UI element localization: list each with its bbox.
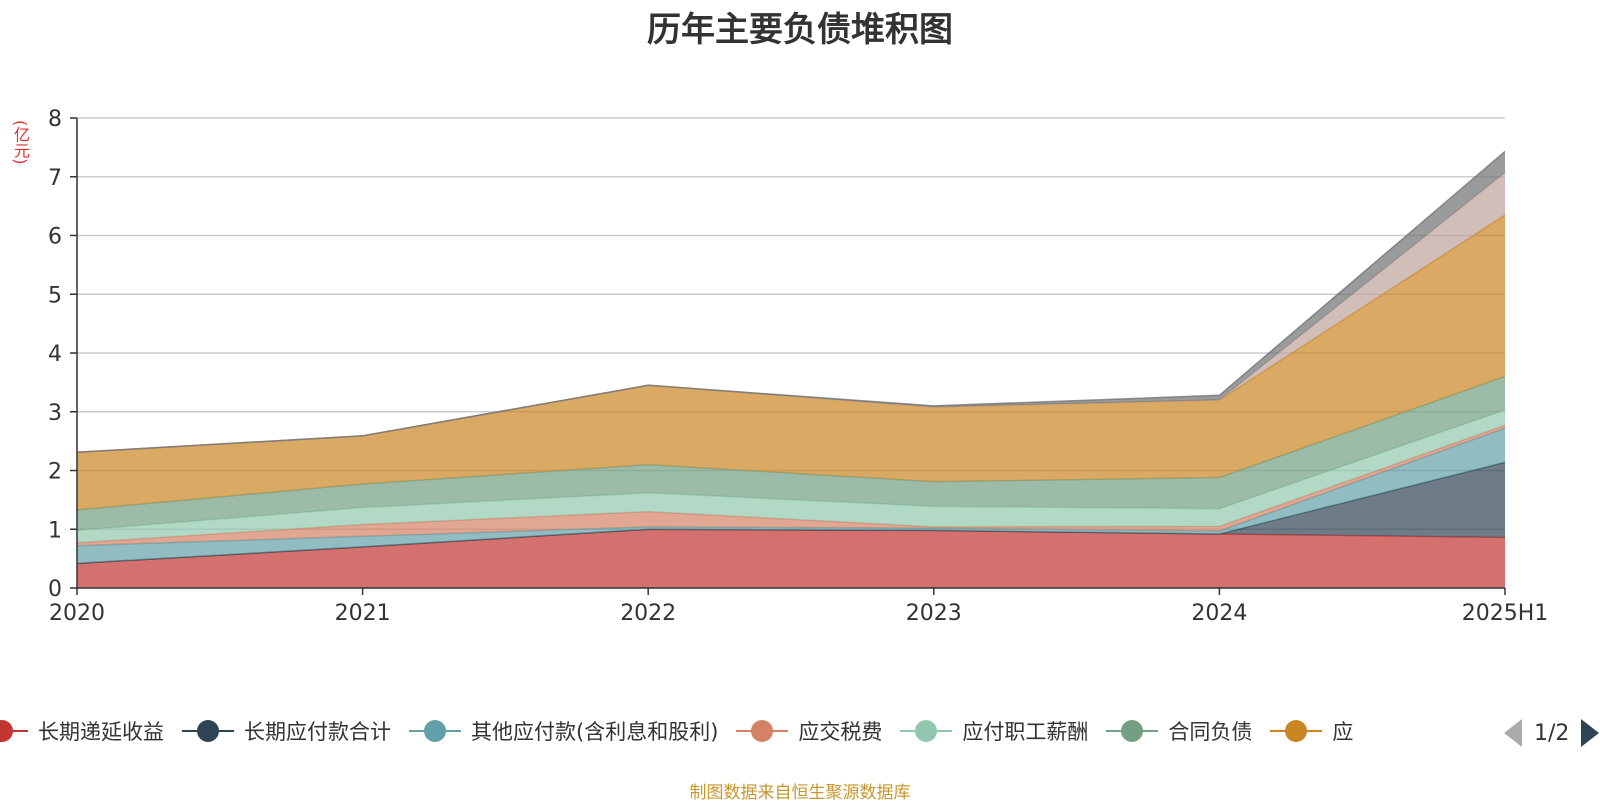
x-tick-label: 2022 <box>620 601 676 626</box>
y-tick-label: 3 <box>48 401 62 426</box>
legend-item[interactable]: 应 <box>1270 714 1353 748</box>
x-tick-label: 2021 <box>335 601 391 626</box>
legend-item[interactable]: 合同负债 <box>1106 714 1252 748</box>
x-tick-label: 2025H1 <box>1462 601 1549 626</box>
legend-label: 其他应付款(含利息和股利) <box>471 720 719 744</box>
legend-label: 长期递延收益 <box>38 720 164 744</box>
data-source-note: 制图数据来自恒生聚源数据库 <box>689 783 911 803</box>
legend-marker-icon <box>409 720 461 742</box>
stacked-area-chart: 0 1 2 3 4 5 6 7 8 2020 2021 2022 2023 2024 2025H1 <box>48 107 1548 626</box>
series-line-5 <box>76 375 1506 511</box>
legend-marker-icon <box>1106 720 1159 742</box>
area-series <box>76 150 1506 588</box>
legend-marker-icon <box>736 720 789 742</box>
y-tick-label: 1 <box>48 518 62 543</box>
area-series-0[interactable] <box>77 529 1505 588</box>
legend-item[interactable]: 其他应付款(含利息和股利) <box>409 714 718 748</box>
y-axis-unit-label: (亿元) <box>11 120 30 165</box>
legend-page-indicator: 1/2 <box>1534 720 1570 746</box>
legend-next-icon[interactable] <box>1581 719 1600 747</box>
legend-label: 长期应付款合计 <box>244 720 391 744</box>
x-tick-label: 2024 <box>1191 601 1247 626</box>
legend-prev-icon[interactable] <box>1504 719 1522 747</box>
legend-marker-icon <box>900 720 953 742</box>
y-tick-label: 2 <box>48 460 62 485</box>
legend-item[interactable]: 应交税费 <box>736 714 882 748</box>
legend-label: 应付职工薪酬 <box>962 720 1089 744</box>
y-tick-label: 7 <box>48 166 62 191</box>
x-tick-label: 2023 <box>906 601 962 626</box>
area-series-5[interactable] <box>77 376 1505 531</box>
legend-pager: 1/2 <box>1504 716 1600 750</box>
area-series-2[interactable] <box>77 428 1505 564</box>
area-series-4[interactable] <box>77 409 1505 543</box>
axes: 0 1 2 3 4 5 6 7 8 2020 2021 2022 2023 2024 2025H1 <box>48 107 1548 626</box>
legend: 长期递延收益 长期应付款合计 其他应付款(含利息和股利) 应交税费 应付职工薪酬 合同负债… <box>0 714 1486 748</box>
y-tick-label: 6 <box>48 225 62 250</box>
legend-label: 合同负债 <box>1168 720 1253 744</box>
chart-title: 历年主要负债堆积图 <box>647 10 953 50</box>
legend-label: 应交税费 <box>798 720 883 744</box>
y-tick-label: 8 <box>48 107 62 132</box>
y-tick-label: 0 <box>48 577 62 602</box>
area-series-6[interactable] <box>77 214 1505 510</box>
legend-marker-icon <box>1270 720 1323 742</box>
legend-marker-icon <box>182 720 234 742</box>
x-tick-label: 2020 <box>49 601 105 626</box>
y-tick-label: 4 <box>48 342 62 367</box>
legend-item[interactable]: 长期应付款合计 <box>182 714 391 748</box>
legend-item[interactable]: 长期递延收益 <box>0 714 164 748</box>
series-line-8 <box>76 150 1506 454</box>
y-tick-label: 5 <box>48 283 62 308</box>
legend-item[interactable]: 应付职工薪酬 <box>900 714 1088 748</box>
legend-marker-icon <box>0 720 28 742</box>
legend-label: 应 <box>1332 720 1354 744</box>
